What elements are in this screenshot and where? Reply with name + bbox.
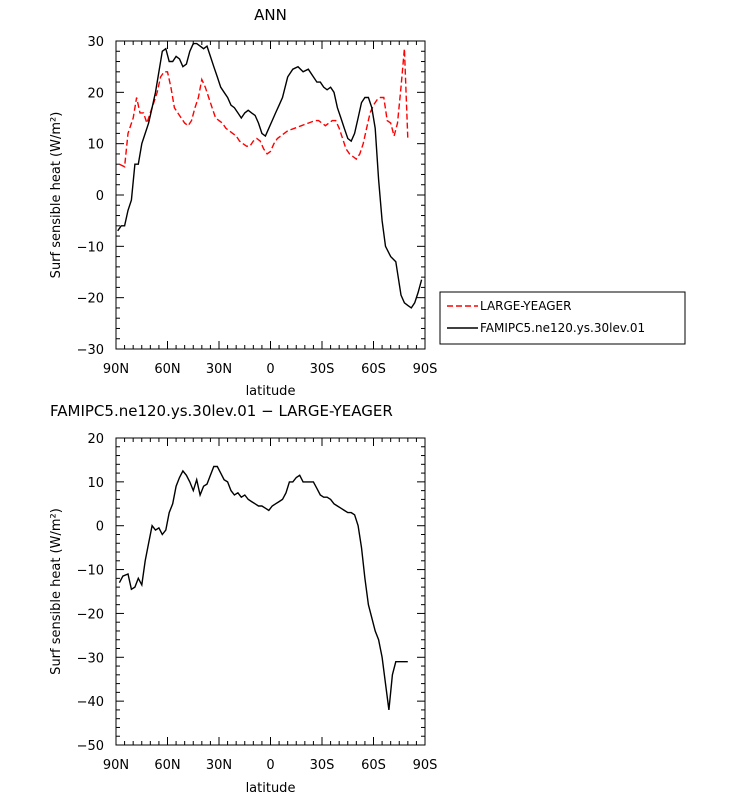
- y-tick-label: 20: [87, 86, 104, 101]
- x-tick-label: 60N: [154, 758, 180, 773]
- plot-frame: [115, 437, 426, 746]
- y-tick-label: 30: [87, 35, 104, 50]
- legend-box: [439, 291, 686, 345]
- x-tick-label: 30N: [206, 362, 232, 377]
- y-tick-label: −10: [77, 564, 104, 579]
- y-tick-label: −20: [77, 607, 104, 622]
- series-line-1: [119, 48, 409, 168]
- y-tick-label: 0: [96, 520, 104, 535]
- legend: LARGE-YEAGER FAMIPC5.ne120.ys.30lev.01: [439, 291, 686, 345]
- panel-2: FAMIPC5.ne120.ys.30lev.01 − LARGE-YEAGER…: [49, 402, 437, 796]
- x-tick-label: 0: [266, 758, 274, 773]
- x-tick-label: 60N: [154, 362, 180, 377]
- x-tick-label: 90N: [103, 758, 129, 773]
- series-line-2: [117, 42, 423, 309]
- y-tick-label: 10: [87, 476, 104, 491]
- x-tick-label: 60S: [361, 758, 386, 773]
- x-axis-label: latitude: [246, 384, 296, 399]
- y-tick-label: −10: [77, 240, 104, 255]
- y-tick-label: −30: [77, 651, 104, 666]
- series-line-1: [118, 465, 408, 710]
- x-tick-label: 90S: [413, 758, 438, 773]
- x-tick-label: 30N: [206, 758, 232, 773]
- y-tick-label: 20: [87, 432, 104, 447]
- y-axis-label: Surf sensible heat (W/m²): [49, 112, 64, 279]
- y-tick-label: 0: [96, 189, 104, 204]
- y-tick-label: −40: [77, 695, 104, 710]
- y-tick-label: −50: [77, 739, 104, 754]
- panel-1: ANN 90N 60N 30N 0 30S 60S 90S 30 20 10 0 −10 −20 −30 la…: [49, 6, 686, 399]
- y-axis-label: Surf sensible heat (W/m²): [49, 508, 64, 675]
- y-tick-label: 10: [87, 138, 104, 153]
- x-tick-label: 30S: [310, 758, 335, 773]
- x-tick-label: 0: [266, 362, 274, 377]
- legend-label: LARGE-YEAGER: [480, 299, 571, 313]
- plot-frame: [115, 40, 426, 350]
- chart-title: FAMIPC5.ne120.ys.30lev.01 − LARGE-YEAGER: [50, 402, 393, 420]
- x-tick-label: 90S: [413, 362, 438, 377]
- x-axis-label: latitude: [246, 781, 296, 796]
- y-tick-label: −20: [77, 292, 104, 307]
- legend-label: FAMIPC5.ne120.ys.30lev.01: [480, 321, 645, 335]
- y-tick-label: −30: [77, 343, 104, 358]
- x-tick-label: 60S: [361, 362, 386, 377]
- x-tick-label: 90N: [103, 362, 129, 377]
- chart-title: ANN: [254, 6, 287, 24]
- x-tick-label: 30S: [310, 362, 335, 377]
